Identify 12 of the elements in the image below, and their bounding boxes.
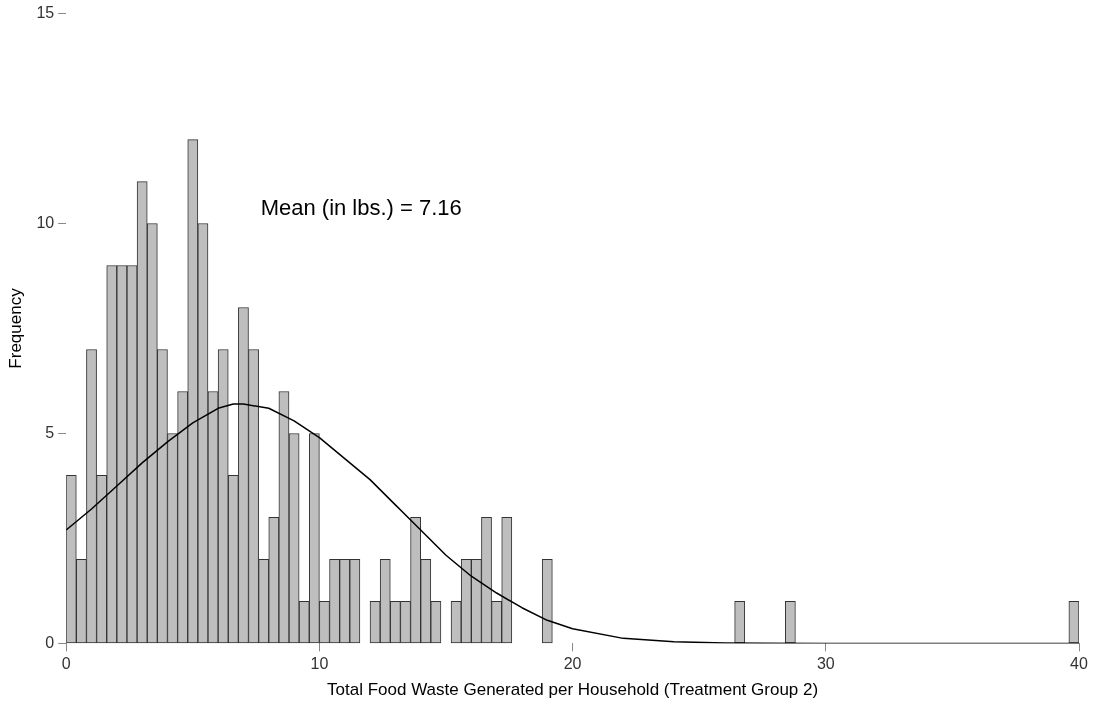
x-tick-label: 10 xyxy=(310,655,329,673)
y-tick-label: 15 xyxy=(36,4,55,22)
annotation: Mean (in lbs.) = 7.16 xyxy=(260,194,462,220)
y-tick-label: 10 xyxy=(36,213,55,231)
x-tick-label: 30 xyxy=(816,655,835,673)
y-axis-title: Frequency xyxy=(5,287,25,369)
y-tick-label: 5 xyxy=(45,423,55,441)
x-tick-label: 0 xyxy=(61,655,71,673)
x-tick-label: 20 xyxy=(563,655,582,673)
x-axis-title: Total Food Waste Generated per Household (Treatment Group 2) xyxy=(327,680,819,700)
x-tick-label: 40 xyxy=(1070,655,1088,673)
y-tick-label: 0 xyxy=(45,633,55,651)
